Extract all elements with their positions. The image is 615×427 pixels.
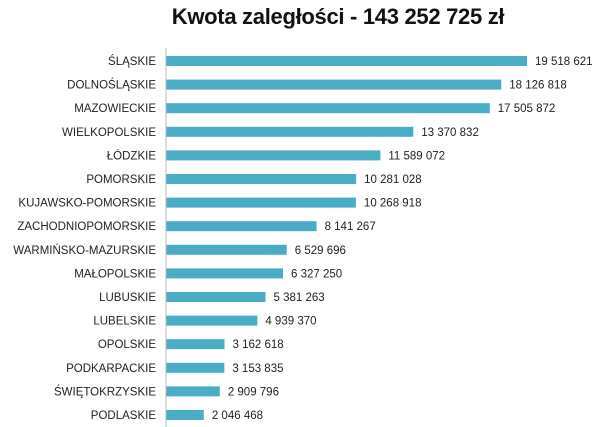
bar bbox=[166, 150, 381, 161]
category-label: ŁÓDZKIE bbox=[107, 149, 157, 162]
data-label: 2 046 468 bbox=[212, 410, 263, 422]
bar bbox=[166, 268, 284, 279]
category-label: MAZOWIECKIE bbox=[74, 103, 156, 115]
data-label: 6 327 250 bbox=[291, 268, 342, 280]
bar bbox=[166, 56, 527, 66]
bar bbox=[166, 174, 357, 184]
category-label: ŚWIĘTOKRZYSKIE bbox=[54, 385, 156, 398]
chart-title: Kwota zaległości - 143 252 725 zł bbox=[171, 4, 505, 29]
category-label: MAŁOPOLSKIE bbox=[74, 268, 156, 280]
data-label: 11 589 072 bbox=[388, 150, 445, 162]
data-label: 10 268 918 bbox=[364, 198, 422, 210]
category-label: LUBELSKIE bbox=[93, 316, 156, 328]
data-label: 3 153 835 bbox=[232, 363, 283, 375]
data-label: 3 162 618 bbox=[232, 339, 283, 351]
category-label: PODLASKIE bbox=[91, 410, 157, 422]
bar bbox=[166, 410, 204, 420]
category-label: OPOLSKIE bbox=[98, 339, 156, 351]
bar bbox=[166, 103, 490, 114]
bar bbox=[166, 315, 258, 326]
data-label: 8 141 267 bbox=[325, 221, 376, 233]
category-label: LUBUSKIE bbox=[99, 292, 156, 304]
bar bbox=[166, 362, 225, 373]
category-label: ZACHODNIOPOMORSKIE bbox=[17, 221, 156, 233]
bar bbox=[166, 339, 225, 350]
bar bbox=[166, 126, 414, 137]
data-label: 4 939 370 bbox=[265, 316, 316, 328]
category-label: ŚLĄSKIE bbox=[108, 55, 156, 68]
data-label: 2 909 796 bbox=[228, 386, 279, 398]
data-label: 10 281 028 bbox=[364, 174, 422, 186]
data-label: 19 518 621 bbox=[535, 56, 593, 68]
category-label: WARMIŃSKO-MAZURSKIE bbox=[13, 244, 156, 257]
category-label: WIELKOPOLSKIE bbox=[62, 127, 156, 139]
bar bbox=[166, 79, 502, 90]
category-label: PODKARPACKIE bbox=[66, 363, 156, 375]
category-label: DOLNOŚLĄSKIE bbox=[67, 79, 156, 92]
bar bbox=[166, 386, 220, 397]
data-label: 13 370 832 bbox=[421, 127, 479, 139]
bar bbox=[166, 197, 356, 208]
category-label: KUJAWSKO-POMORSKIE bbox=[18, 198, 156, 210]
data-label: 17 505 872 bbox=[498, 103, 556, 115]
data-label: 6 529 696 bbox=[295, 245, 346, 257]
data-label: 5 381 263 bbox=[274, 292, 325, 304]
bar bbox=[166, 221, 317, 232]
bar bbox=[166, 292, 266, 302]
category-label: POMORSKIE bbox=[86, 174, 156, 186]
bar bbox=[166, 244, 287, 255]
data-label: 18 126 818 bbox=[509, 80, 567, 92]
